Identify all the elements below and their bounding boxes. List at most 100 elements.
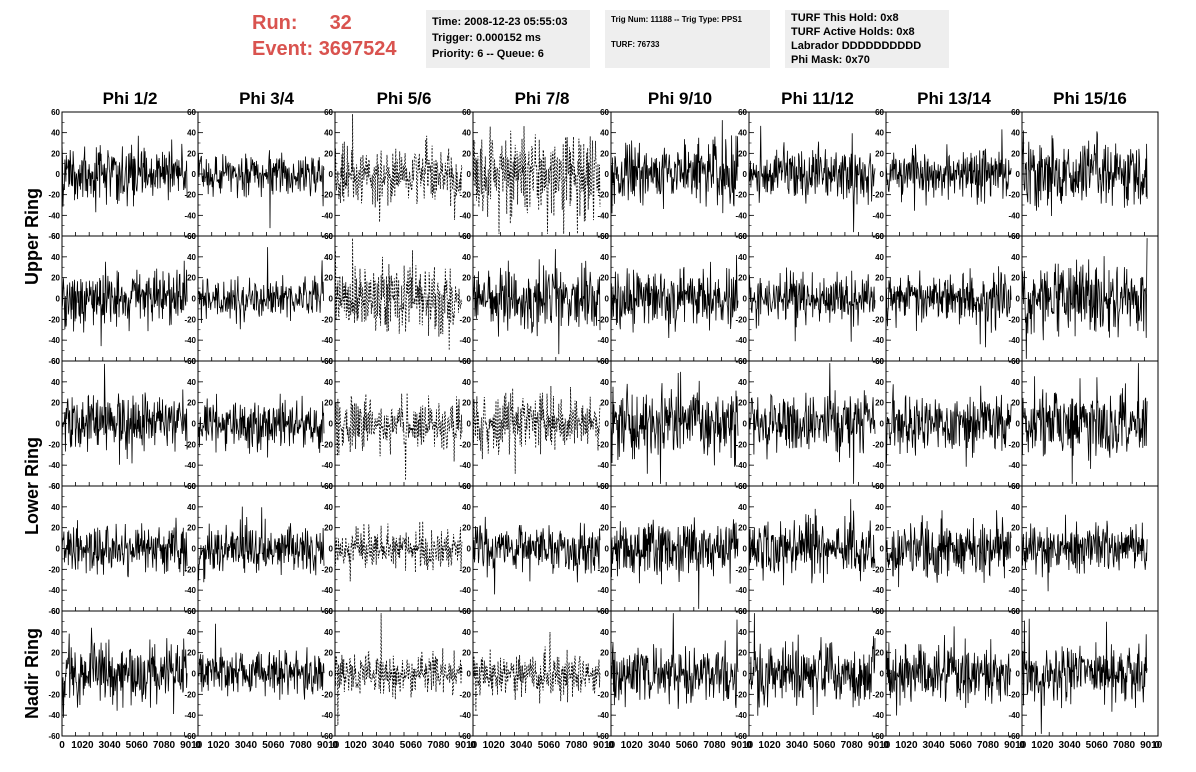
y-tick-label: 0: [880, 420, 885, 429]
y-tick-label: 20: [600, 149, 609, 158]
y-tick-label: -40: [321, 586, 333, 595]
y-tick-label: 60: [875, 108, 884, 117]
waveform-trace: [1021, 363, 1148, 484]
y-tick-label: 20: [875, 399, 884, 408]
y-tick-label: -20: [735, 690, 747, 699]
y-tick-label: 0: [329, 170, 334, 179]
x-tick-label: 1020: [345, 740, 368, 751]
y-tick-label: 0: [1016, 545, 1021, 554]
x-tick-label: 7080: [290, 740, 313, 751]
event-value: 3697524: [318, 38, 397, 60]
x-tick-label: 7080: [977, 740, 1000, 751]
y-tick-label: -60: [48, 357, 60, 366]
waveform-trace: [885, 626, 1012, 716]
y-tick-label: -20: [321, 440, 333, 449]
y-tick-label: 20: [187, 399, 196, 408]
run-event-block: Run: 32 Event: 3697524: [252, 10, 397, 62]
x-tick-label: 5060: [813, 740, 836, 751]
y-tick-label: -20: [184, 440, 196, 449]
y-tick-label: -60: [48, 607, 60, 616]
y-tick-label: 40: [324, 628, 333, 637]
y-tick-label: 20: [51, 649, 60, 658]
y-tick-label: 0: [880, 670, 885, 679]
y-tick-label: 40: [462, 253, 471, 262]
event-label: Event:: [252, 38, 314, 60]
y-tick-label: 20: [1011, 399, 1020, 408]
y-tick-label: 40: [324, 129, 333, 138]
y-tick-label: 40: [738, 503, 747, 512]
y-tick-label: 60: [875, 607, 884, 616]
y-tick-label: 40: [600, 378, 609, 387]
y-tick-label: 60: [738, 232, 747, 241]
waveform-trace: [472, 385, 601, 474]
x-tick-label: 9010: [868, 740, 891, 751]
y-tick-label: -20: [872, 191, 884, 200]
waveform-trace: [197, 150, 325, 229]
waveform-trace: [197, 247, 325, 330]
x-tick-label: 0: [608, 740, 614, 751]
y-tick-label: -40: [872, 586, 884, 595]
y-tick-label: -20: [1008, 315, 1020, 324]
y-tick-label: -60: [48, 232, 60, 241]
column-title: Phi 1/2: [103, 89, 158, 108]
y-tick-label: -40: [597, 211, 609, 220]
column-title: Phi 3/4: [239, 89, 294, 108]
waveform-trace: [1021, 130, 1148, 217]
y-tick-label: -40: [459, 211, 471, 220]
y-tick-label: 0: [743, 670, 748, 679]
waveform-trace: [197, 506, 325, 583]
x-tick-label: 5060: [262, 740, 285, 751]
priority-text: Priority: 6 -- Queue: 6: [432, 48, 544, 60]
waveform-trace: [610, 254, 739, 339]
waveform-trace: [748, 363, 876, 484]
y-tick-label: -60: [459, 732, 471, 741]
y-tick-label: 40: [187, 129, 196, 138]
y-tick-label: 40: [738, 628, 747, 637]
x-tick-label: 0: [1019, 740, 1025, 751]
waveform-trace: [61, 363, 188, 465]
turf-active-holds-text: TURF Active Holds: 0x8: [791, 26, 915, 38]
x-tick-label: 9010: [731, 740, 754, 751]
x-tick-label: 1020: [207, 740, 230, 751]
y-tick-label: -20: [184, 315, 196, 324]
y-tick-label: 60: [462, 607, 471, 616]
y-tick-label: 20: [738, 399, 747, 408]
y-tick-label: 40: [324, 378, 333, 387]
y-tick-label: 60: [187, 482, 196, 491]
y-tick-label: -20: [184, 690, 196, 699]
y-tick-label: 20: [324, 274, 333, 283]
y-tick-label: 20: [324, 399, 333, 408]
y-tick-label: 0: [467, 670, 472, 679]
y-tick-label: -20: [321, 315, 333, 324]
y-tick-label: 20: [600, 649, 609, 658]
y-tick-label: 60: [51, 482, 60, 491]
y-tick-label: 60: [324, 232, 333, 241]
y-tick-label: 0: [329, 295, 334, 304]
y-tick-label: -20: [184, 565, 196, 574]
y-tick-label: 20: [875, 274, 884, 283]
y-tick-label: 20: [462, 399, 471, 408]
y-tick-label: 60: [324, 482, 333, 491]
y-tick-label: 40: [738, 129, 747, 138]
y-tick-label: 40: [738, 378, 747, 387]
x-tick-label: 1020: [621, 740, 644, 751]
y-tick-label: 40: [462, 503, 471, 512]
y-tick-label: 0: [56, 545, 61, 554]
y-tick-label: 60: [875, 357, 884, 366]
y-tick-label: -40: [459, 461, 471, 470]
x-tick-label: 9010: [1140, 740, 1163, 751]
y-tick-label: 40: [1011, 503, 1020, 512]
y-tick-label: 40: [600, 253, 609, 262]
y-tick-label: 20: [187, 524, 196, 533]
y-tick-label: -20: [321, 690, 333, 699]
y-tick-label: 40: [738, 253, 747, 262]
y-tick-label: 0: [329, 670, 334, 679]
waveform-trace: [1021, 618, 1148, 734]
y-tick-label: 60: [51, 108, 60, 117]
y-tick-label: 40: [600, 628, 609, 637]
y-tick-label: 20: [187, 649, 196, 658]
x-tick-label: 5060: [126, 740, 149, 751]
y-tick-label: 40: [187, 628, 196, 637]
y-tick-label: 0: [56, 420, 61, 429]
